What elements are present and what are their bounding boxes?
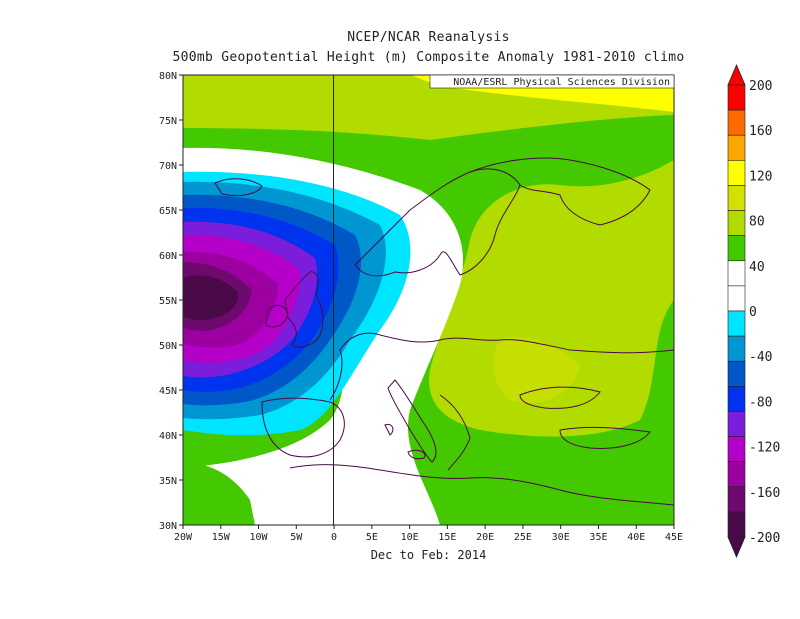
colorbar-segment <box>727 185 746 211</box>
colorbar-segment <box>727 210 746 236</box>
colorbar-segment <box>727 411 746 437</box>
lon-label: 15E <box>438 532 456 543</box>
colorbar-label: 40 <box>749 260 765 275</box>
lat-label: 40N <box>159 431 177 442</box>
lat-label: 55N <box>159 296 177 307</box>
lon-label: 30E <box>552 532 570 543</box>
lat-label: 45N <box>159 386 177 397</box>
chart-title: NCEP/NCAR Reanalysis <box>347 30 510 45</box>
lon-label: 10W <box>250 532 269 543</box>
lon-label: 5E <box>366 532 378 543</box>
lat-label: 60N <box>159 251 177 262</box>
colorbar-label: 200 <box>749 79 772 94</box>
lon-label: 20W <box>174 532 193 543</box>
colorbar-segment <box>727 260 746 287</box>
colorbar-label: -80 <box>749 395 772 410</box>
colorbar-label: -200 <box>749 531 780 546</box>
colorbar-segment <box>727 461 746 488</box>
lat-label: 50N <box>159 341 177 352</box>
lat-label: 30N <box>159 521 177 532</box>
colorbar-segment <box>727 235 746 262</box>
colorbar-segment <box>727 160 746 186</box>
colorbar-top-arrow <box>727 63 746 86</box>
colorbar: 200 160 120 80 40 0 -40 -80 -120 -160 -200 <box>727 63 780 559</box>
map-axes: 20W 15W 10W 5W 0 5E 10E 15E 20E 25E 30E 35E 40E 45E 30… <box>159 71 683 543</box>
colorbar-label: -120 <box>749 441 780 456</box>
colorbar-segment <box>727 310 746 337</box>
lat-label: 70N <box>159 161 177 172</box>
credit-text: NOAA/ESRL Physical Sciences Division <box>453 77 670 88</box>
colorbar-label: -40 <box>749 350 772 365</box>
colorbar-segment <box>727 511 746 538</box>
colorbar-label: 160 <box>749 124 772 139</box>
colorbar-segment <box>727 134 746 161</box>
lon-label: 15W <box>212 532 231 543</box>
lon-label: 20E <box>476 532 494 543</box>
colorbar-label: -160 <box>749 486 780 501</box>
colorbar-segment <box>727 436 746 462</box>
lat-label: 65N <box>159 206 177 217</box>
colorbar-segment <box>727 360 746 387</box>
lon-label: 0 <box>331 532 337 543</box>
date-caption: Dec to Feb: 2014 <box>370 548 487 562</box>
lat-label: 75N <box>159 116 177 127</box>
colorbar-segment <box>727 486 746 513</box>
colorbar-segment <box>727 109 746 136</box>
colorbar-segment <box>727 285 746 312</box>
lon-label: 10E <box>401 532 419 543</box>
colorbar-bottom-arrow <box>727 536 746 559</box>
lon-label: 5W <box>290 532 303 543</box>
lon-label: 35E <box>589 532 607 543</box>
coastlines <box>214 157 674 506</box>
colorbar-label: 80 <box>749 215 765 230</box>
lat-label: 80N <box>159 71 177 82</box>
lon-label: 45E <box>665 532 683 543</box>
colorbar-label: 0 <box>749 305 757 320</box>
colorbar-segment <box>727 84 746 111</box>
chart-subtitle: 500mb Geopotential Height (m) Composite … <box>172 50 685 65</box>
lat-label: 35N <box>159 476 177 487</box>
colorbar-label: 120 <box>749 169 772 184</box>
credit-box <box>429 74 675 89</box>
lon-label: 40E <box>627 532 645 543</box>
colorbar-segment <box>727 386 746 412</box>
colorbar-segment <box>727 335 746 362</box>
lon-label: 25E <box>514 532 532 543</box>
